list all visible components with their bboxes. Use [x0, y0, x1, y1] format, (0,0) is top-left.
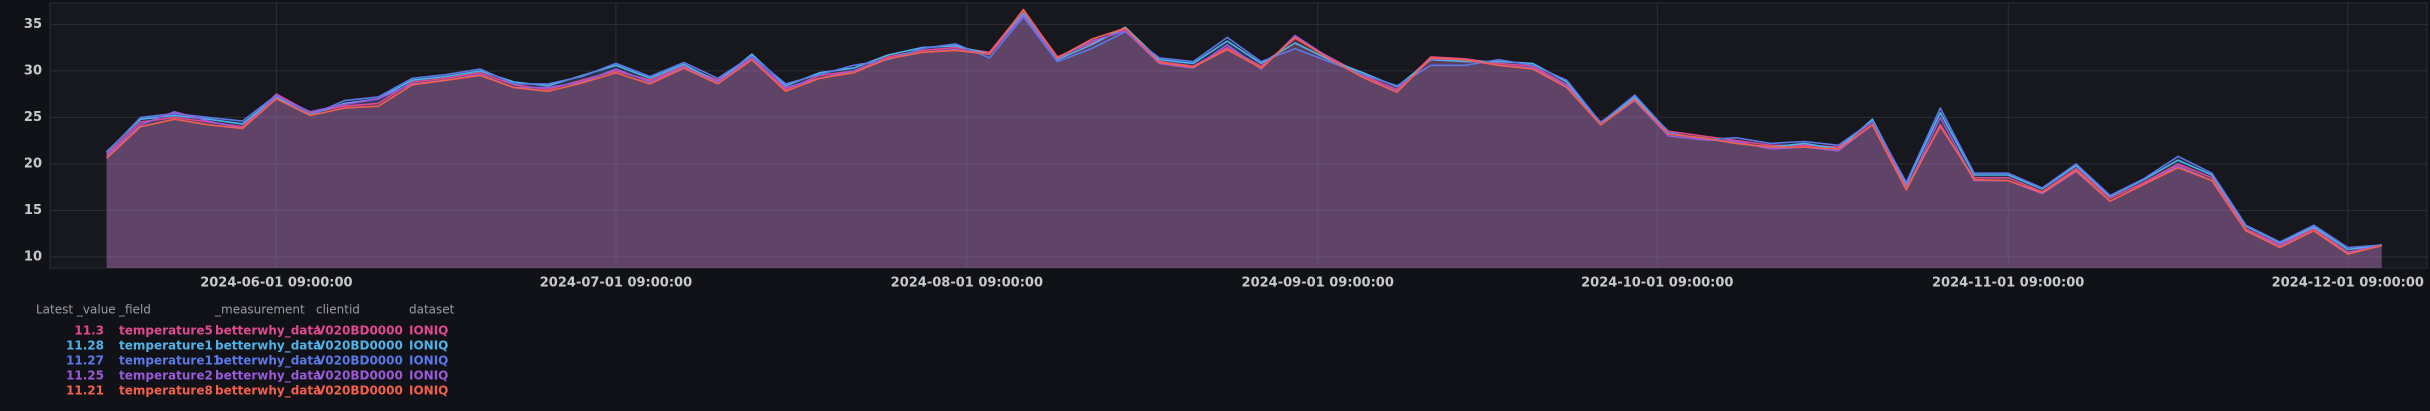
legend-cell: betterwhy_data [215, 354, 321, 369]
series-line [106, 12, 2382, 251]
legend-value: 11.28 [66, 339, 104, 353]
legend-cell: temperature8 [119, 384, 213, 398]
legend-value: 11.21 [66, 384, 104, 398]
y-tick-label: 30 [24, 63, 42, 78]
legend-value: 11.27 [66, 354, 104, 368]
series-line [106, 8, 2382, 255]
legend-value: 11.25 [66, 369, 104, 383]
legend-cell: IONIQ [409, 354, 448, 368]
legend-header: clientid [316, 303, 360, 317]
x-tick-label: 2024-11-01 09:00:00 [1932, 276, 2084, 291]
legend-cell: V020BD0000 [316, 339, 403, 353]
legend-cell: IONIQ [409, 324, 448, 338]
legend-cell: betterwhy_data [215, 324, 321, 339]
legend-cell: temperature2 [119, 369, 213, 383]
legend-cell: IONIQ [409, 339, 448, 353]
legend-cell: temperature1 [119, 339, 213, 353]
legend-cell: IONIQ [409, 384, 448, 398]
legend-header: _field [118, 303, 151, 317]
legend-cell: IONIQ [409, 369, 448, 383]
y-tick-label: 15 [24, 203, 42, 218]
x-tick-label: 2024-08-01 09:00:00 [891, 276, 1043, 291]
legend-cell: betterwhy_data [215, 369, 321, 384]
legend-cell: temperature11 [119, 354, 221, 368]
legend-cell: betterwhy_data [215, 384, 321, 399]
legend-cell: temperature5 [119, 324, 213, 338]
legend-header: dataset [409, 303, 455, 317]
series-area [106, 16, 2382, 269]
legend-cell: betterwhy_data [215, 339, 321, 354]
x-tick-label: 2024-07-01 09:00:00 [540, 276, 692, 291]
x-tick-label: 2024-09-01 09:00:00 [1242, 276, 1394, 291]
x-tick-label: 2024-12-01 09:00:00 [2272, 276, 2424, 291]
y-tick-label: 10 [24, 249, 42, 264]
y-tick-label: 20 [24, 156, 42, 171]
legend-cell: V020BD0000 [316, 369, 403, 383]
series-area [106, 10, 2382, 269]
x-tick-label: 2024-06-01 09:00:00 [200, 276, 352, 291]
legend-cell: V020BD0000 [316, 384, 403, 398]
legend-header: _measurement [214, 303, 305, 317]
legend-cell: V020BD0000 [316, 324, 403, 338]
y-tick-label: 35 [24, 17, 42, 32]
x-tick-label: 2024-10-01 09:00:00 [1581, 276, 1733, 291]
series-area [106, 13, 2382, 269]
series-line [106, 16, 2382, 249]
y-tick-label: 25 [24, 110, 42, 125]
legend-header: Latest _value [36, 303, 116, 317]
legend-cell: V020BD0000 [316, 354, 403, 368]
plot-area [49, 2, 2428, 269]
series-area [106, 15, 2382, 268]
legend-value: 11.3 [74, 324, 104, 338]
series-area [106, 9, 2382, 268]
